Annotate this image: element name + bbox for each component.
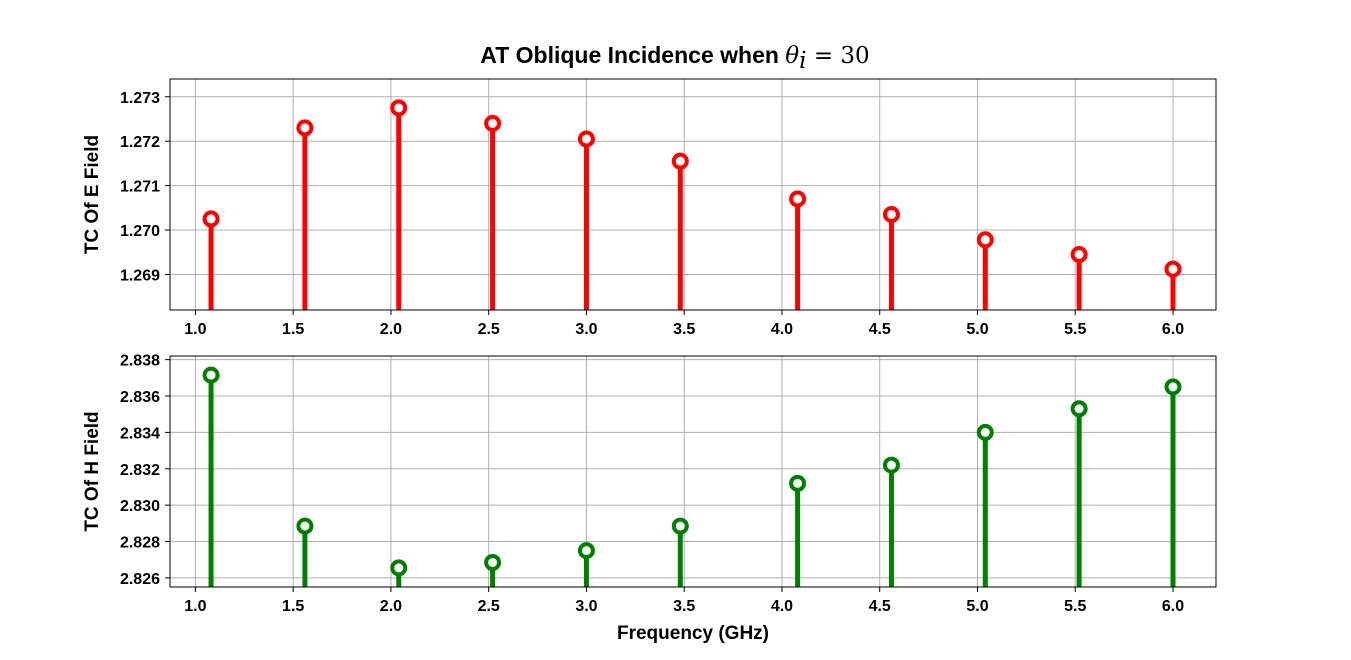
x-tick-label: 4.0 — [771, 598, 793, 615]
x-tick-label: 2.5 — [478, 598, 500, 615]
x-tick-label: 3.5 — [673, 598, 695, 615]
stem-marker — [976, 423, 994, 441]
y-tick-label: 2.832 — [120, 462, 160, 479]
x-tick-label: 6.0 — [1162, 321, 1184, 338]
x-axis-label: Frequency (GHz) — [617, 623, 769, 644]
plot-tc-h-field: 1.0 1.5 2.0 2.5 3.0 3.5 4.0 4.5 5.0 5.5 6.0 2.826 2.… — [82, 353, 1217, 644]
x-tick-label: 2.0 — [380, 598, 402, 615]
chart-title-sub: i — [799, 48, 806, 74]
y-tick-label: 1.273 — [120, 90, 160, 107]
x-tick-label: 1.0 — [184, 598, 206, 615]
stem-marker — [1070, 245, 1088, 263]
x-tick-label: 5.0 — [966, 321, 988, 338]
chart-title-value: = 30 — [807, 43, 870, 69]
y-axis-label: TC Of E Field — [82, 135, 103, 254]
y-axis-label: TC Of H Field — [82, 411, 103, 531]
axes-frame — [169, 78, 1217, 311]
stem-marker — [484, 114, 502, 132]
stem-marker — [390, 559, 408, 577]
stem-marker — [789, 474, 807, 492]
stem-marker — [484, 553, 502, 571]
stem-marker — [671, 152, 689, 170]
stem-marker — [577, 542, 595, 560]
y-tick-label: 2.834 — [120, 425, 160, 442]
x-tick-label: 2.5 — [478, 321, 500, 338]
stem-marker — [296, 119, 314, 137]
x-tick-label: 6.0 — [1162, 598, 1184, 615]
x-tick-label: 4.5 — [869, 321, 891, 338]
stem-marker — [976, 231, 994, 249]
axes-frame — [169, 355, 1217, 588]
y-tick-label: 1.272 — [120, 134, 160, 151]
x-tick-label: 3.0 — [575, 321, 597, 338]
chart-title: AT Oblique Incidence when θi = 30 — [480, 42, 869, 74]
x-tick-label: 4.5 — [869, 598, 891, 615]
stem-marker — [671, 517, 689, 535]
x-tick-label: 2.0 — [380, 321, 402, 338]
stem-marker — [390, 99, 408, 117]
stem-marker — [882, 205, 900, 223]
chart-title-theta: θ — [785, 43, 799, 69]
x-tick-label: 5.5 — [1064, 598, 1086, 615]
stem-marker — [202, 210, 220, 228]
x-tick-label: 1.5 — [282, 321, 304, 338]
stem-marker — [577, 130, 595, 148]
y-tick-label: 2.828 — [120, 535, 160, 552]
stem-marker — [789, 190, 807, 208]
x-tick-label: 3.0 — [575, 598, 597, 615]
x-tick-label: 1.5 — [282, 598, 304, 615]
x-tick-label: 1.0 — [184, 321, 206, 338]
y-tick-label: 2.836 — [120, 389, 160, 406]
y-tick-label: 1.269 — [120, 267, 160, 284]
y-tick-label: 1.271 — [120, 179, 160, 196]
y-tick-label: 2.830 — [120, 498, 160, 515]
chart-title-text: AT Oblique Incidence when — [480, 42, 785, 68]
stem-marker — [1164, 260, 1182, 278]
y-tick-label: 2.826 — [120, 571, 160, 588]
plot-tc-e-field: 1.0 1.5 2.0 2.5 3.0 3.5 4.0 4.5 5.0 5.5 6.0 1.269 1.… — [82, 78, 1217, 338]
x-tick-label: 4.0 — [771, 321, 793, 338]
stem-marker — [1164, 378, 1182, 396]
y-tick-label: 1.270 — [120, 223, 160, 240]
stem-marker — [296, 517, 314, 535]
y-tick-label: 2.838 — [120, 353, 160, 370]
x-tick-label: 5.5 — [1064, 321, 1086, 338]
stem-marker — [882, 456, 900, 474]
x-tick-label: 3.5 — [673, 321, 695, 338]
stem-marker — [1070, 400, 1088, 418]
stem-marker — [202, 366, 220, 384]
x-tick-label: 5.0 — [966, 598, 988, 615]
